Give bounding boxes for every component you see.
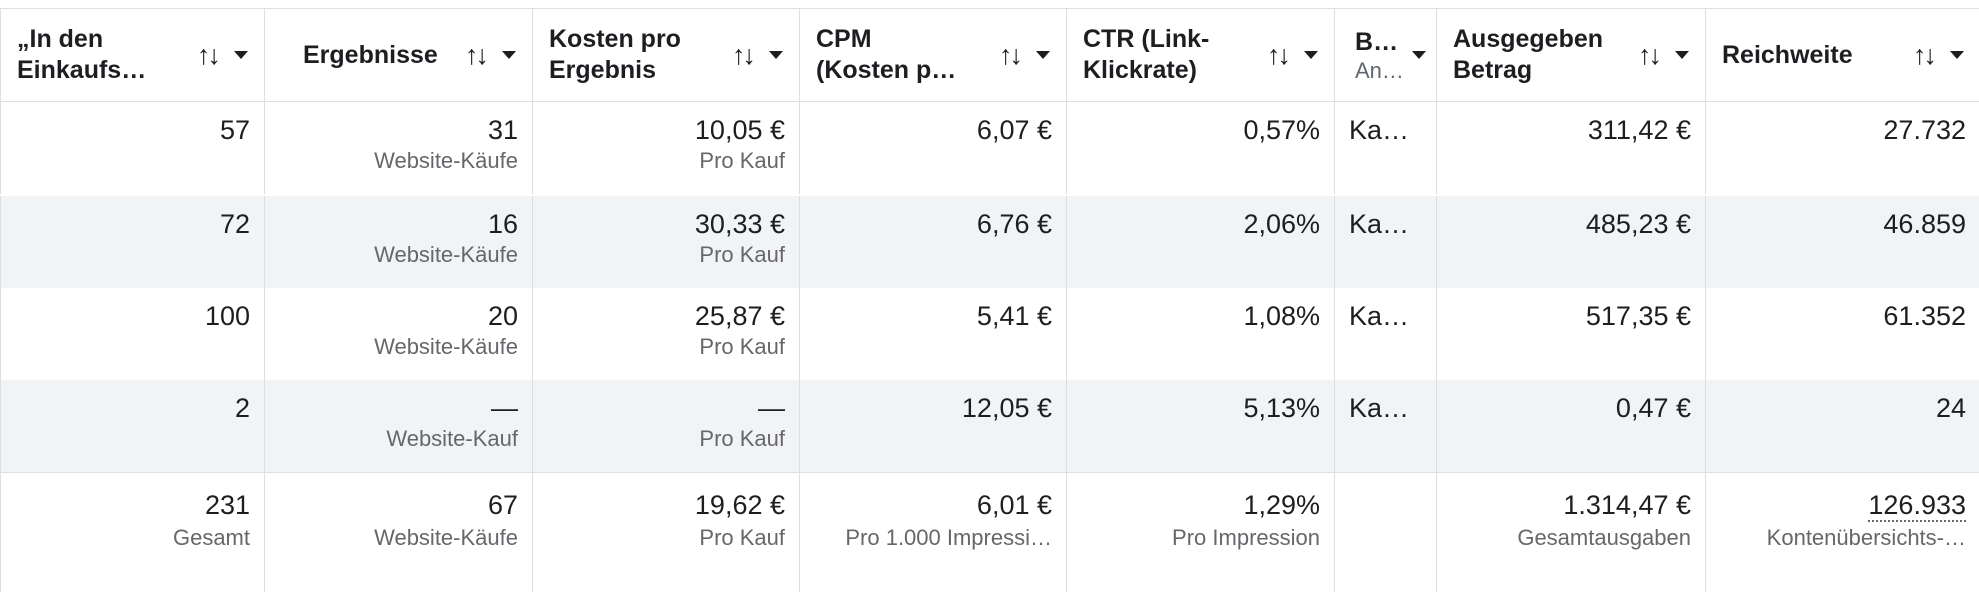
- table-row-cell-reach: 46.859: [1706, 196, 1979, 288]
- column-header-cost-per-result[interactable]: Kosten pro Ergebnis ↑↓: [533, 8, 800, 102]
- caret-down-icon[interactable]: [1675, 51, 1689, 59]
- table-row-cell-reach: 24: [1706, 380, 1979, 472]
- total-cell-amount-spent: 1.314,47 € Gesamtausgaben: [1437, 472, 1706, 592]
- total-cell-cart: 231 Gesamt: [1, 472, 265, 592]
- table-row-cell-ctr: 2,06%: [1067, 196, 1335, 288]
- caret-down-icon[interactable]: [769, 51, 783, 59]
- caret-down-icon[interactable]: [502, 51, 516, 59]
- sort-arrows-icon[interactable]: ↑↓: [197, 39, 221, 70]
- table-row-cell-cost-per-result: — Pro Kauf: [533, 380, 800, 472]
- table-row-cell-ctr: 5,13%: [1067, 380, 1335, 472]
- table-row: 72 16 Website-Käufe 30,33 € Pro Kauf 6,76 …: [0, 196, 1979, 288]
- table-row-cell-ctr: 0,57%: [1067, 102, 1335, 194]
- table-row: 100 20 Website-Käufe 25,87 € Pro Kauf 5,41…: [0, 288, 1979, 380]
- table-row-cell-results: — Website-Kauf: [265, 380, 533, 472]
- column-header-add-to-cart[interactable]: „In den Einkaufs… ↑↓: [1, 8, 265, 102]
- total-cell-cpm: 6,01 € Pro 1.000 Impressi…: [800, 472, 1067, 592]
- total-cell-ctr: 1,29% Pro Impression: [1067, 472, 1335, 592]
- sort-arrows-icon[interactable]: ↑↓: [1913, 39, 1937, 70]
- caret-down-icon[interactable]: [234, 51, 248, 59]
- total-cell-reach[interactable]: 126.933 Kontenübersichts-…: [1706, 472, 1979, 592]
- column-header-ctr[interactable]: CTR (Link- Klickrate) ↑↓: [1067, 8, 1335, 102]
- table-row-cell-amount-spent: 0,47 €: [1437, 380, 1706, 472]
- table-row-cell-amount-spent: 311,42 €: [1437, 102, 1706, 194]
- table-row: 2 — Website-Kauf — Pro Kauf 12,05 € 5,13% …: [0, 380, 1979, 472]
- reach-total-link[interactable]: 126.933: [1868, 490, 1966, 522]
- table-row-cell-reach: 27.732: [1706, 102, 1979, 194]
- table-row-cell-cart: 72: [1, 196, 265, 288]
- table-row-cell-cart: 2: [1, 380, 265, 472]
- table-row-cell-budget: Ka…: [1335, 102, 1437, 194]
- table-row-cell-reach: 61.352: [1706, 288, 1979, 380]
- totals-row: 231 Gesamt 67 Website-Käufe 19,62 € Pro Kau…: [0, 472, 1979, 592]
- sort-arrows-icon[interactable]: ↑↓: [465, 39, 489, 70]
- total-cell-cost-per-result: 19,62 € Pro Kauf: [533, 472, 800, 592]
- column-header-results[interactable]: Ergebnisse ↑↓: [265, 8, 533, 102]
- sort-arrows-icon[interactable]: ↑↓: [1267, 39, 1291, 70]
- table-row-cell-cpm: 12,05 €: [800, 380, 1067, 472]
- table-row-cell-amount-spent: 517,35 €: [1437, 288, 1706, 380]
- table-row-cell-cpm: 6,07 €: [800, 102, 1067, 194]
- column-header-budget[interactable]: Budg Anz…: [1335, 8, 1437, 102]
- total-cell-results: 67 Website-Käufe: [265, 472, 533, 592]
- table-row-cell-cart: 57: [1, 102, 265, 194]
- caret-down-icon[interactable]: [1304, 51, 1318, 59]
- caret-down-icon[interactable]: [1036, 51, 1050, 59]
- table-row-cell-cart: 100: [1, 288, 265, 380]
- sort-arrows-icon[interactable]: ↑↓: [999, 39, 1023, 70]
- table-row-cell-cost-per-result: 25,87 € Pro Kauf: [533, 288, 800, 380]
- table-row-cell-budget: Ka…: [1335, 288, 1437, 380]
- caret-down-icon[interactable]: [1950, 51, 1964, 59]
- table-row-cell-cpm: 6,76 €: [800, 196, 1067, 288]
- table-row-cell-results: 20 Website-Käufe: [265, 288, 533, 380]
- table-row-cell-ctr: 1,08%: [1067, 288, 1335, 380]
- table-row-cell-cpm: 5,41 €: [800, 288, 1067, 380]
- column-header-cpm[interactable]: CPM (Kosten p… ↑↓: [800, 8, 1067, 102]
- table-row-cell-budget: Ka…: [1335, 380, 1437, 472]
- column-header-amount-spent[interactable]: Ausgegeben Betrag ↑↓: [1437, 8, 1706, 102]
- table-row-cell-budget: Ka…: [1335, 196, 1437, 288]
- ads-metrics-table: „In den Einkaufs… ↑↓ Ergebnisse ↑↓ Koste…: [0, 8, 1979, 194]
- table-row-cell-cost-per-result: 30,33 € Pro Kauf: [533, 196, 800, 288]
- sort-arrows-icon[interactable]: ↑↓: [732, 39, 756, 70]
- table-row-cell-results: 16 Website-Käufe: [265, 196, 533, 288]
- table-row-cell-amount-spent: 485,23 €: [1437, 196, 1706, 288]
- total-cell-budget: [1335, 472, 1437, 592]
- table-row-cell-results: 31 Website-Käufe: [265, 102, 533, 194]
- table-row-cell-cost-per-result: 10,05 € Pro Kauf: [533, 102, 800, 194]
- caret-down-icon[interactable]: [1412, 51, 1426, 59]
- sort-arrows-icon[interactable]: ↑↓: [1638, 39, 1662, 70]
- column-header-reach[interactable]: Reichweite ↑↓: [1706, 8, 1979, 102]
